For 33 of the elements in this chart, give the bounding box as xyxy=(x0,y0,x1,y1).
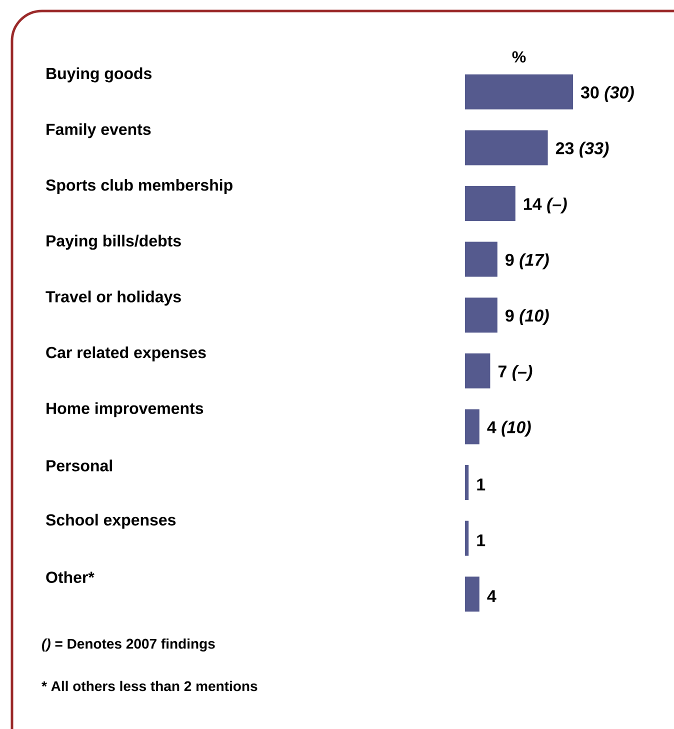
y-tick-label: Family events xyxy=(46,123,151,138)
data-label: 23 (33) xyxy=(556,142,609,158)
data-label: 14 (–) xyxy=(524,198,567,214)
data-label: 1 xyxy=(477,478,486,490)
bar xyxy=(465,353,490,388)
data-label: 30 (30) xyxy=(580,86,634,102)
bar xyxy=(465,130,548,166)
data-label: 4 (10) xyxy=(487,420,531,437)
text: * All others less than 2 mentions xyxy=(42,680,258,692)
y-tick-label: Personal xyxy=(46,460,112,472)
bar xyxy=(465,465,469,500)
data-label: 4 xyxy=(487,590,496,602)
data-label: 9 (10) xyxy=(506,309,549,326)
bar xyxy=(465,409,480,444)
text: () = Denotes 2007 findings xyxy=(42,638,215,652)
bar xyxy=(465,242,498,277)
y-tick-label: Sports club membership xyxy=(46,179,232,194)
bar xyxy=(465,298,498,333)
y-tick-label: Paying bills/debts xyxy=(46,234,181,250)
x-axis-title: % xyxy=(512,51,526,62)
y-tick-label: Travel or holidays xyxy=(46,290,181,306)
data-label: 9 (17) xyxy=(506,253,549,270)
bar xyxy=(465,186,516,222)
y-tick-label: School expenses xyxy=(46,514,176,529)
bar xyxy=(465,520,469,556)
bar xyxy=(465,576,480,612)
bar xyxy=(465,74,573,110)
y-tick-label: Buying goods xyxy=(46,67,152,82)
data-label: 7 (–) xyxy=(498,364,532,381)
y-tick-label: Car related expenses xyxy=(46,346,206,362)
y-tick-label: Other* xyxy=(46,571,94,583)
y-tick-label: Home improvements xyxy=(46,402,204,418)
data-label: 1 xyxy=(477,534,486,546)
